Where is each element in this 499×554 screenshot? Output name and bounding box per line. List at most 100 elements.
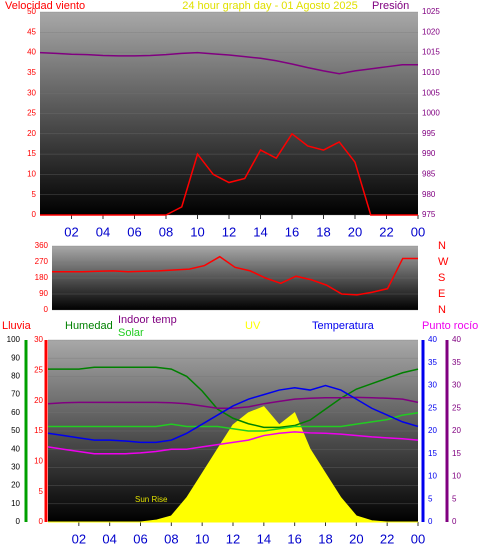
y-tick-label: 20 — [34, 396, 43, 405]
y-tick-label: 5 — [39, 487, 44, 496]
area — [48, 406, 418, 523]
y-tick-label: 180 — [35, 273, 49, 282]
y-tick-label: 60 — [11, 408, 20, 417]
y-tick-label: 30 — [452, 381, 461, 390]
y-tick-label: 90 — [39, 289, 48, 298]
y-tick-label: 5 — [32, 190, 37, 199]
line — [48, 366, 419, 429]
line — [39, 51, 418, 75]
y-tick-label: 15 — [428, 449, 437, 458]
annotation: Sun Rise — [135, 495, 168, 504]
x-tick-label: 20 — [349, 531, 363, 546]
y-tick-label: 985 — [422, 170, 436, 179]
x-tick-label: 12 — [222, 224, 236, 239]
y-tick-label: 20 — [11, 481, 20, 490]
chart-title: 24 hour graph day - 01 Agosto 2025 — [182, 0, 358, 12]
y-tick-label: 20 — [27, 129, 36, 138]
direction-label: E — [438, 288, 445, 300]
y-tick-label: 1000 — [422, 109, 440, 118]
y-tick-label: 0 — [39, 517, 44, 526]
x-tick-label: 06 — [133, 531, 147, 546]
x-tick-label: 08 — [159, 224, 173, 239]
legend-label: Humedad — [65, 320, 113, 332]
y-tick-label: 0 — [16, 517, 21, 526]
y-tick-label: 35 — [27, 68, 36, 77]
x-tick-label: 06 — [127, 224, 141, 239]
x-tick-label: 02 — [72, 531, 86, 546]
y-tick-label: 15 — [27, 149, 36, 158]
y-tick-label: 40 — [428, 335, 437, 344]
line — [48, 412, 419, 432]
line — [47, 384, 419, 444]
x-tick-label: 00 — [411, 224, 425, 239]
y-tick-label: 25 — [428, 403, 437, 412]
y-tick-label: 30 — [27, 88, 36, 97]
x-tick-label: 08 — [164, 531, 178, 546]
y-tick-label: 35 — [428, 358, 437, 367]
direction-label: N — [438, 304, 446, 316]
y-tick-label: 270 — [35, 257, 49, 266]
y-tick-label: 975 — [422, 210, 436, 219]
direction-label: W — [438, 256, 449, 268]
y-tick-label: 15 — [452, 449, 461, 458]
line — [47, 431, 419, 455]
y-tick-label: 50 — [11, 426, 20, 435]
legend-label: Presión — [372, 0, 409, 12]
line — [40, 132, 418, 216]
direction-label: N — [438, 240, 446, 252]
y-tick-label: 1010 — [422, 68, 440, 77]
y-tick-label: 25 — [27, 109, 36, 118]
y-tick-label: 30 — [11, 463, 20, 472]
y-tick-label: 995 — [422, 129, 436, 138]
line — [47, 396, 419, 409]
x-tick-label: 10 — [190, 224, 204, 239]
y-tick-label: 100 — [7, 335, 21, 344]
y-tick-label: 0 — [44, 305, 49, 314]
direction-label: S — [438, 272, 445, 284]
x-tick-label: 16 — [287, 531, 301, 546]
x-tick-label: 12 — [226, 531, 240, 546]
y-tick-label: 1025 — [422, 7, 440, 16]
x-tick-label: 10 — [195, 531, 209, 546]
x-tick-label: 00 — [411, 531, 425, 546]
y-tick-label: 1020 — [422, 27, 440, 36]
legend-label: Punto rocío — [422, 320, 478, 332]
y-tick-label: 40 — [27, 48, 36, 57]
x-tick-label: 14 — [253, 224, 267, 239]
x-tick-label: 16 — [285, 224, 299, 239]
x-tick-label: 02 — [64, 224, 78, 239]
x-tick-label: 20 — [348, 224, 362, 239]
y-tick-label: 20 — [428, 426, 437, 435]
x-tick-label: 04 — [102, 531, 116, 546]
legend-label: Indoor temp — [118, 314, 177, 326]
y-tick-label: 10 — [428, 472, 437, 481]
y-tick-label: 990 — [422, 149, 436, 158]
y-tick-label: 25 — [452, 403, 461, 412]
legend-label: Velocidad viento — [5, 0, 85, 12]
line — [52, 255, 418, 296]
legend-label: Solar — [118, 327, 144, 339]
y-tick-label: 40 — [452, 335, 461, 344]
x-tick-label: 04 — [96, 224, 110, 239]
legend-label: UV — [245, 320, 261, 332]
x-tick-label: 22 — [380, 531, 394, 546]
y-tick-label: 0 — [428, 517, 433, 526]
x-tick-label: 14 — [257, 531, 271, 546]
y-tick-label: 90 — [11, 353, 20, 362]
y-tick-label: 10 — [11, 499, 20, 508]
x-tick-label: 18 — [318, 531, 332, 546]
y-tick-label: 25 — [34, 365, 43, 374]
y-tick-label: 15 — [34, 426, 43, 435]
y-tick-label: 0 — [32, 210, 37, 219]
y-tick-label: 360 — [35, 241, 49, 250]
y-tick-label: 5 — [428, 494, 433, 503]
y-tick-label: 10 — [27, 170, 36, 179]
legend-label: Temperatura — [312, 320, 375, 332]
y-tick-label: 1005 — [422, 88, 440, 97]
y-tick-label: 10 — [34, 456, 43, 465]
y-tick-label: 50 — [27, 7, 36, 16]
axis-label: Lluvia — [2, 320, 32, 332]
y-tick-label: 40 — [11, 444, 20, 453]
y-tick-label: 0 — [452, 517, 457, 526]
